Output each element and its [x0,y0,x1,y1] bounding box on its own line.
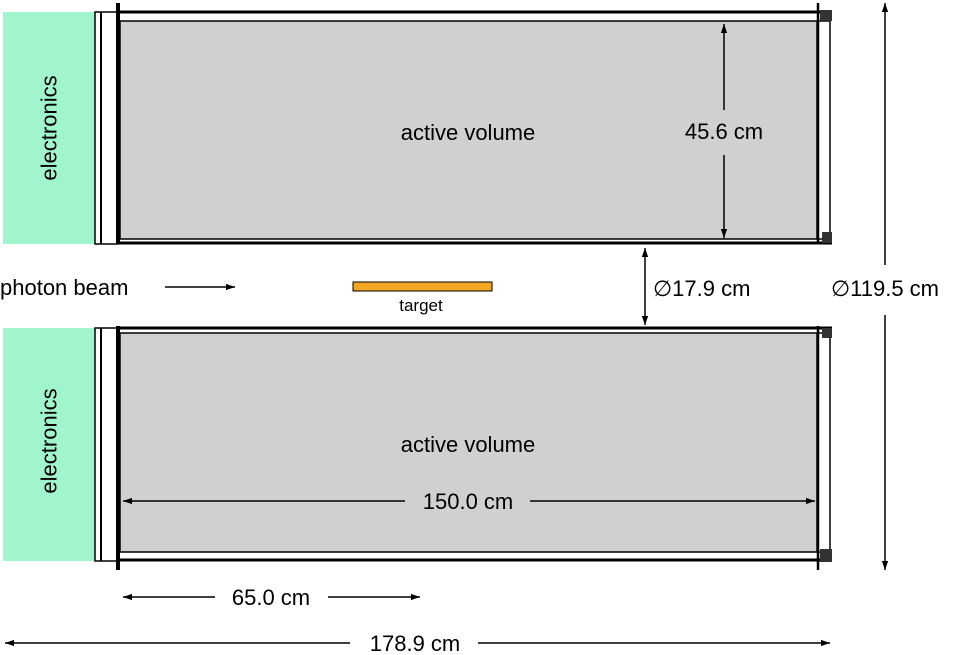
corner-block-top-lower [822,232,832,243]
corner-block-bottom-lower [820,549,832,562]
target-offset-label: 65.0 cm [232,585,310,610]
radial-gap-label: 45.6 cm [685,119,763,144]
beam-and-target: photon beam target [0,275,493,315]
active-volume-label-top: active volume [401,120,536,145]
inner-diameter-label: ∅17.9 cm [653,276,750,301]
dimension-annotations: 45.6 cm ∅17.9 cm ∅119.5 cm 150.0 cm 65.0… [5,3,939,655]
downstream-window-top [817,20,831,240]
electronics-block-top [3,12,95,244]
active-volume-label-bottom: active volume [401,432,536,457]
outer-diameter-label: ∅119.5 cm [831,276,939,301]
electronics-label-bottom: electronics [37,388,62,493]
endplate-frame-bottom [94,327,119,562]
target-label: target [399,296,443,315]
target-rod [352,281,493,292]
electronics-label-top: electronics [37,75,62,180]
photon-beam-label: photon beam [0,275,128,300]
corner-block-bottom-upper [822,328,832,338]
active-length-label: 150.0 cm [423,489,514,514]
electronics-block-bottom [3,328,95,561]
total-length-label: 178.9 cm [370,631,461,655]
upper-detector-half: electronics active volume [3,3,832,245]
lower-detector-half: electronics active volume [3,326,832,570]
active-volume-bottom [119,332,818,553]
endplate-frame-top [94,11,119,245]
corner-block-top-upper [820,10,832,21]
downstream-window-bottom [817,332,831,553]
